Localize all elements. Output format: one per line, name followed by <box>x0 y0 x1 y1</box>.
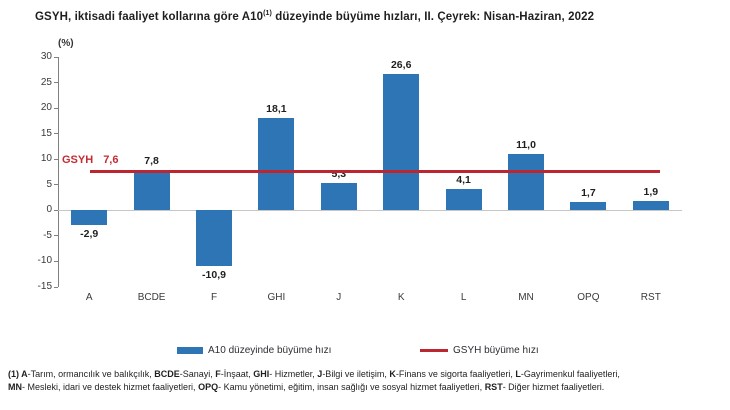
y-axis-line <box>58 57 59 287</box>
y-axis-tick-label: -15 <box>37 281 52 292</box>
bar-value-label: -2,9 <box>80 228 99 241</box>
footnote-line-1: (1) A-Tarım, ormancılık ve balıkçılık, B… <box>8 368 726 381</box>
legend: A10 düzeyinde büyüme hızı GSYH büyüme hı… <box>0 342 730 358</box>
footnote-line-2: MN- Mesleki, idari ve destek hizmet faal… <box>8 381 726 394</box>
bar <box>508 154 544 211</box>
footnote-code: L <box>515 369 521 379</box>
x-axis-label: GHI <box>267 292 286 303</box>
gsyh-reference-line <box>90 169 660 173</box>
footnote-code: BCDE <box>154 369 180 379</box>
x-axis-label: K <box>397 292 405 303</box>
legend-item-gsyh: GSYH büyüme hızı <box>420 342 539 358</box>
chart-title-text: GSYH, iktisadi faaliyet kollarına göre A… <box>35 10 264 23</box>
x-axis-label: MN <box>518 292 534 303</box>
gsyh-reference-label-text: GSYH <box>62 154 94 166</box>
bar-value-label: 4,1 <box>456 174 471 187</box>
y-axis-tick-label: 5 <box>46 178 52 190</box>
footnote-text: - Kamu yönetimi, eğitim, insan sağlığı v… <box>218 381 485 392</box>
footnote-code: (1) A <box>8 369 28 379</box>
x-axis-label: BCDE <box>137 292 166 303</box>
footnote-text: -Gayrimenkul faaliyetleri, <box>520 369 620 379</box>
bar-series-swatch-icon <box>177 346 203 354</box>
chart-title-period: düzeyinde büyüme hızları, II. Çeyrek: Ni… <box>271 10 595 23</box>
footnote: (1) A-Tarım, ormancılık ve balıkçılık, B… <box>8 368 726 393</box>
bar <box>258 117 295 211</box>
y-axis-tick-mark <box>54 260 58 262</box>
bar <box>570 201 607 211</box>
bar-value-label: 7,8 <box>144 155 159 168</box>
chart-title-footnote-ref: (1) <box>263 10 272 17</box>
footnote-text: -Bilgi ve iletişim, <box>322 369 390 379</box>
footnote-text: -İnşaat, <box>220 369 254 379</box>
chart-title: GSYH, iktisadi faaliyet kollarına göre A… <box>35 10 725 23</box>
bar <box>632 200 669 211</box>
bar-value-label: 11,0 <box>516 139 536 152</box>
y-axis-tick-mark <box>54 107 58 109</box>
bar-value-label: 1,7 <box>581 186 596 199</box>
x-axis-label: RST <box>640 292 661 303</box>
y-axis-tick-mark <box>54 158 58 160</box>
bar <box>445 189 482 211</box>
y-axis-tick-mark <box>54 184 58 186</box>
bar <box>71 210 108 226</box>
footnote-code: RST <box>484 381 503 392</box>
line-series-swatch-icon <box>420 348 448 352</box>
bar <box>383 74 420 211</box>
legend-item-a10: A10 düzeyinde büyüme hızı <box>177 342 331 358</box>
y-axis-tick-mark <box>54 209 58 211</box>
y-axis-tick-label: 30 <box>40 51 52 62</box>
footnote-code: MN <box>8 381 22 392</box>
x-axis-label: J <box>336 292 342 303</box>
legend-label-gsyh: GSYH büyüme hızı <box>453 344 539 356</box>
gsyh-reference-label: GSYH 7,6 <box>62 154 118 166</box>
y-axis-tick-mark <box>54 133 58 135</box>
legend-label-a10: A10 düzeyinde büyüme hızı <box>208 344 332 356</box>
bar <box>133 170 170 211</box>
gsyh-reference-label-value: 7,6 <box>103 154 119 166</box>
x-axis-label: A <box>85 292 93 303</box>
footnote-text: - Diğer hizmet faaliyetleri. <box>502 381 605 392</box>
y-axis-tick-label: 10 <box>40 153 52 165</box>
footnote-text: -Sanayi, <box>179 369 216 379</box>
footnote-text: - Mesleki, idari ve destek hizmet faaliy… <box>22 381 199 392</box>
bar-value-label: 18,1 <box>266 102 287 115</box>
footnote-code: F <box>215 369 221 379</box>
y-axis-unit-label: (%) <box>58 38 74 49</box>
y-axis-tick-mark <box>54 286 58 288</box>
bar-value-label: 1,9 <box>643 185 659 198</box>
footnote-text: - Hizmetler, <box>269 369 318 379</box>
bar-value-label: -10,9 <box>202 269 226 282</box>
y-axis-tick-label: -10 <box>37 255 52 267</box>
y-axis-tick-label: 25 <box>40 76 52 88</box>
y-axis-tick-mark <box>54 56 58 58</box>
footnote-text: -Tarım, ormancılık ve balıkçılık, <box>27 369 155 379</box>
zero-gridline <box>58 210 682 212</box>
y-axis-tick-label: 20 <box>40 102 52 114</box>
footnote-code: GHI <box>253 369 270 379</box>
bar <box>196 210 232 267</box>
y-axis-tick-label: 15 <box>40 127 52 139</box>
y-axis-tick-label: -5 <box>43 229 52 241</box>
y-axis-tick-mark <box>54 82 58 84</box>
y-axis-tick-label: 0 <box>46 204 52 216</box>
footnote-code: K <box>389 369 396 379</box>
bar <box>320 183 357 211</box>
bar-value-label: 26,6 <box>390 59 412 72</box>
x-axis-label: L <box>460 292 467 303</box>
footnote-text: -Finans ve sigorta faaliyetleri, <box>395 369 516 379</box>
x-axis-label: OPQ <box>577 292 600 303</box>
y-axis-tick-mark <box>54 235 58 237</box>
footnote-code: OPQ <box>198 381 219 392</box>
footnote-code: J <box>317 369 323 379</box>
x-axis-label: F <box>210 292 218 303</box>
